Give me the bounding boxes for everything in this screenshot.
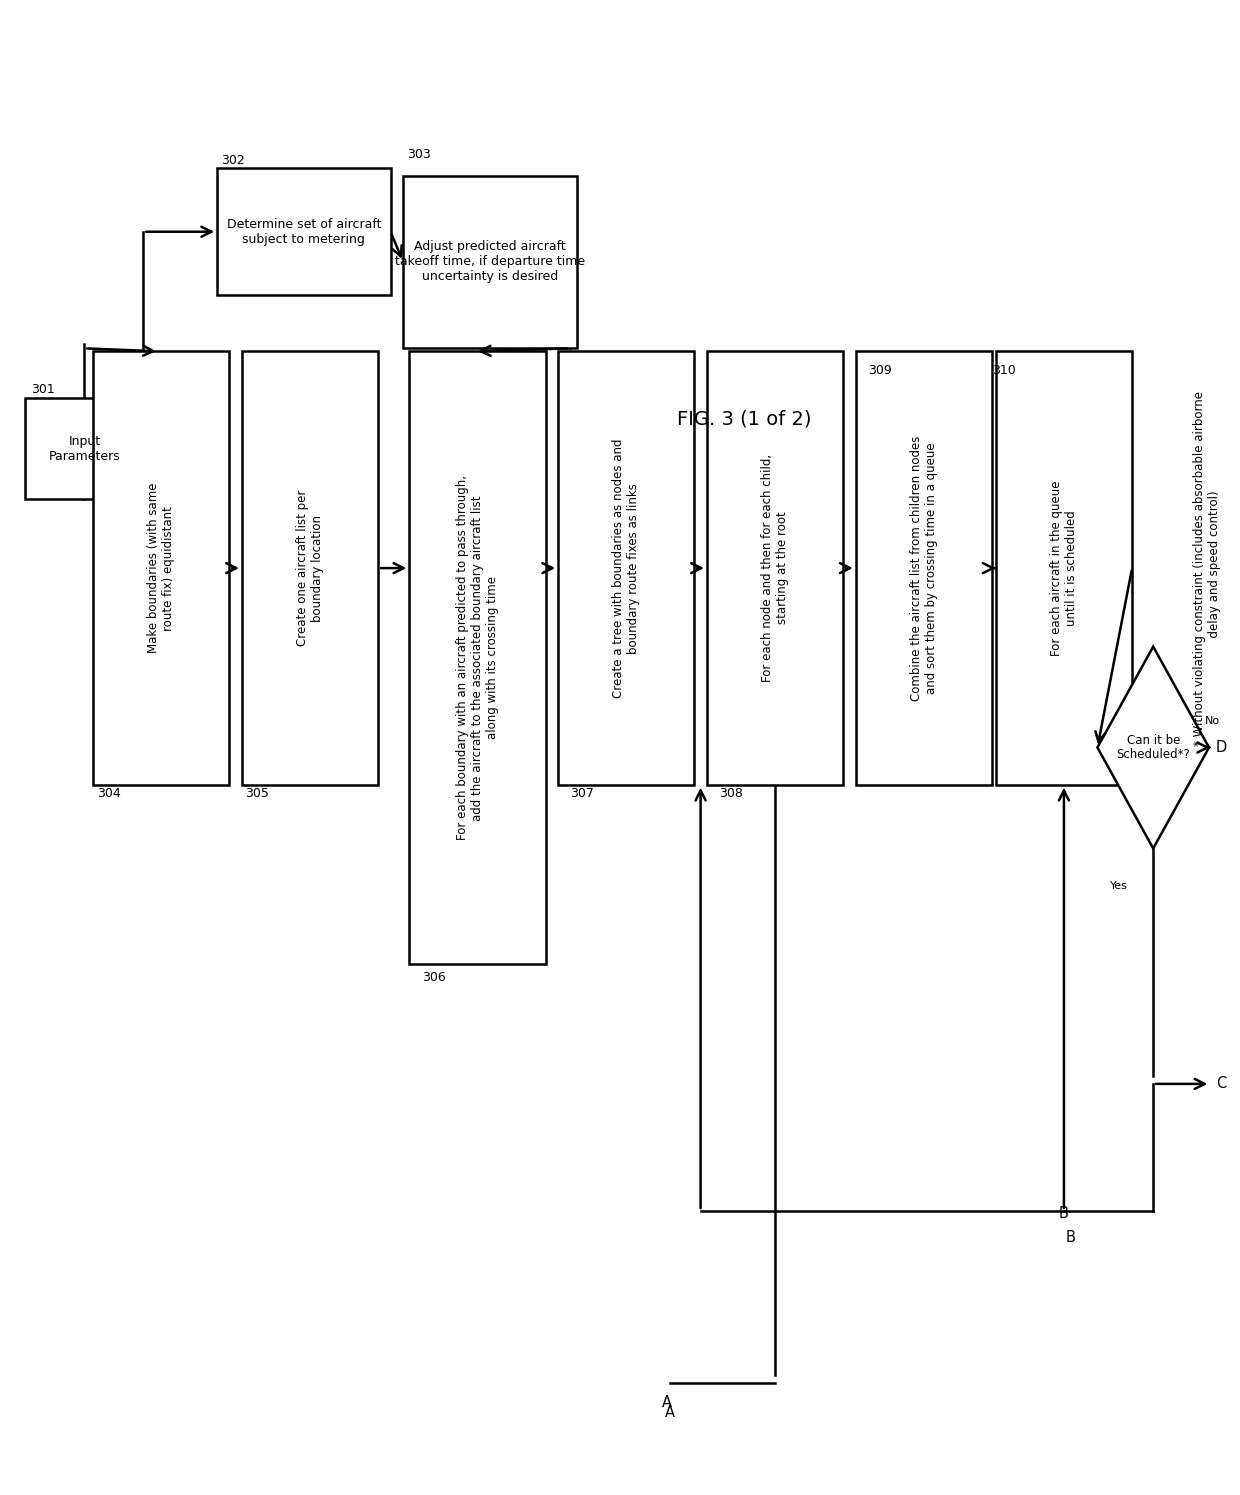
FancyBboxPatch shape <box>856 351 992 785</box>
Text: Adjust predicted aircraft
takeoff time, if departure time
uncertainty is desired: Adjust predicted aircraft takeoff time, … <box>394 241 585 283</box>
FancyBboxPatch shape <box>242 351 378 785</box>
Text: * Without violating constraint (includes absorbable airborne
  delay and speed c: * Without violating constraint (includes… <box>1193 390 1221 746</box>
FancyBboxPatch shape <box>26 398 144 499</box>
Text: For each aircraft in the queue
until it is scheduled: For each aircraft in the queue until it … <box>1050 480 1078 656</box>
Text: B: B <box>1059 1206 1069 1221</box>
Text: Determine set of aircraft
subject to metering: Determine set of aircraft subject to met… <box>227 218 381 245</box>
FancyBboxPatch shape <box>996 351 1132 785</box>
Text: 308: 308 <box>719 786 743 800</box>
Text: Input
Parameters: Input Parameters <box>48 435 120 462</box>
Polygon shape <box>1097 646 1209 849</box>
Text: B: B <box>1065 1230 1075 1245</box>
FancyBboxPatch shape <box>558 351 694 785</box>
Text: A: A <box>662 1395 672 1410</box>
FancyBboxPatch shape <box>707 351 843 785</box>
Text: 302: 302 <box>221 154 244 167</box>
Text: Make boundaries (with same
route fix) equidistant: Make boundaries (with same route fix) eq… <box>148 483 175 653</box>
Text: Combine the aircraft list from children nodes
and sort them by crossing time in : Combine the aircraft list from children … <box>910 435 937 701</box>
Text: 301: 301 <box>31 383 55 396</box>
FancyBboxPatch shape <box>403 176 577 348</box>
Text: 309: 309 <box>868 363 892 377</box>
Text: Create one aircraft list per
boundary location: Create one aircraft list per boundary lo… <box>296 490 324 646</box>
FancyBboxPatch shape <box>217 169 391 296</box>
FancyBboxPatch shape <box>93 351 229 785</box>
Text: FIG. 3 (1 of 2): FIG. 3 (1 of 2) <box>677 410 811 428</box>
Text: No: No <box>1205 716 1220 725</box>
Text: Create a tree with boundaries as nodes and
boundary route fixes as links: Create a tree with boundaries as nodes a… <box>613 438 640 698</box>
Text: 307: 307 <box>570 786 594 800</box>
Text: For each boundary with an aircraft predicted to pass through,
add the aircraft t: For each boundary with an aircraft predi… <box>456 475 498 840</box>
Text: 306: 306 <box>422 970 445 984</box>
Text: 310: 310 <box>992 363 1016 377</box>
Text: Yes: Yes <box>1110 881 1127 891</box>
Text: 303: 303 <box>407 148 430 161</box>
Text: C: C <box>1216 1076 1226 1091</box>
Text: For each node and then for each child,
starting at the root: For each node and then for each child, s… <box>761 454 789 682</box>
FancyBboxPatch shape <box>409 351 546 964</box>
Text: A: A <box>665 1405 675 1420</box>
Text: 304: 304 <box>97 786 120 800</box>
Text: D: D <box>1215 740 1228 755</box>
Text: Can it be
Scheduled*?: Can it be Scheduled*? <box>1116 734 1190 761</box>
Text: 305: 305 <box>246 786 269 800</box>
